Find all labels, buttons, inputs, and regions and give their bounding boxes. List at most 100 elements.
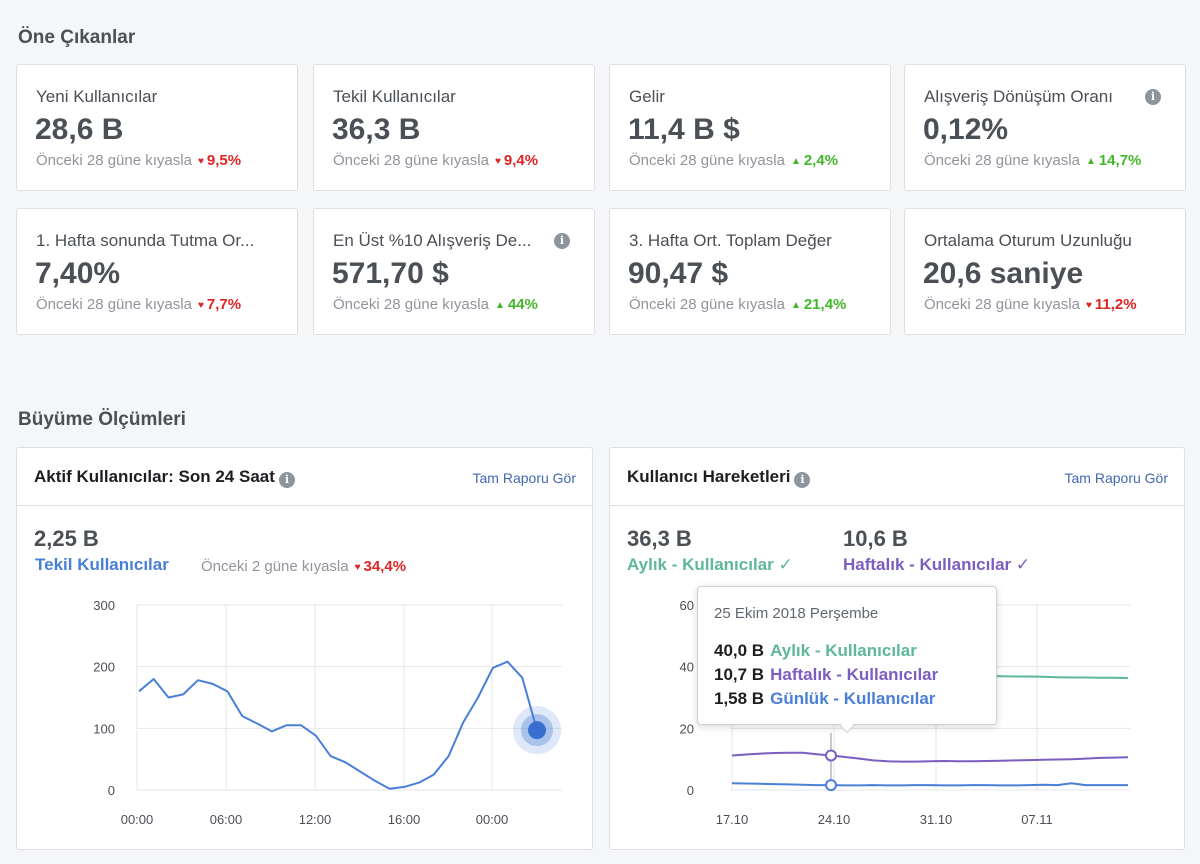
- x-tick-label: 00:00: [476, 812, 509, 827]
- metric-label: Ortalama Oturum Uzunluğu: [924, 231, 1132, 250]
- comparison-label: Önceki 28 güne kıyasla: [629, 152, 785, 169]
- panel-title-text: Aktif Kullanıcılar: Son 24 Saat: [34, 467, 275, 486]
- delta-text: 14,7%: [1098, 152, 1142, 169]
- y-tick-label: 20: [680, 721, 694, 736]
- full-report-link[interactable]: Tam Raporu Gör: [1064, 470, 1168, 486]
- delta-text: 9,5%: [206, 152, 242, 169]
- tooltip-label: Aylık - Kullanıcılar: [770, 641, 917, 660]
- comparison-label: Önceki 28 güne kıyasla: [333, 152, 489, 169]
- y-tick-label: 0: [108, 783, 115, 798]
- highlights-title: Öne Çıkanlar: [18, 27, 136, 48]
- weekly-users-toggle[interactable]: Haftalık - Kullanıcılar ✓: [843, 555, 1030, 575]
- monthly-users-toggle[interactable]: Aylık - Kullanıcılar ✓: [627, 555, 793, 575]
- x-tick-label: 31.10: [920, 812, 953, 827]
- delta-value: ♥ 9,5%: [198, 152, 241, 169]
- active-users-value: 2,25 B: [34, 526, 99, 551]
- heart-down-icon: ♥: [354, 562, 361, 573]
- metric-comparison: Önceki 28 güne kıyasla ▲ 44%: [333, 296, 538, 313]
- chart-tooltip: 25 Ekim 2018 Perşembe 40,0 B Aylık - Kull…: [697, 586, 997, 734]
- info-icon[interactable]: i: [794, 472, 811, 488]
- panel-header: Kullanıcı Hareketleri i Tam Raporu Gör: [610, 448, 1184, 506]
- delta-text: 7,7%: [206, 296, 242, 313]
- delta-value: ▲ 14,7%: [1086, 152, 1141, 169]
- metric-card[interactable]: Yeni Kullanıcılar 28,6 B Önceki 28 güne kı…: [16, 64, 298, 191]
- delta-value: ▲ 2,4%: [791, 152, 838, 169]
- metric-comparison: Önceki 28 güne kıyasla ♥ 7,7%: [36, 296, 241, 313]
- series-label-unique-users: Tekil Kullanıcılar: [35, 555, 169, 574]
- comparison-label: Önceki 28 güne kıyasla: [629, 296, 785, 313]
- hover-point-marker: [825, 779, 837, 792]
- delta-text: 44%: [507, 296, 538, 313]
- active-users-panel: Aktif Kullanıcılar: Son 24 Saat i Tam Rap…: [16, 447, 593, 850]
- metric-label: Gelir: [629, 87, 665, 106]
- metric-label: 1. Hafta sonunda Tutma Or...: [36, 231, 255, 250]
- monthly-users-label: Aylık - Kullanıcılar: [627, 555, 774, 574]
- weekly-users-value: 10,6 B: [843, 526, 908, 551]
- checkmark-icon: ✓: [1015, 555, 1031, 574]
- tooltip-row-weekly: 10,7 B Haftalık - Kullanıcılar: [714, 665, 938, 685]
- metric-value: 0,12%: [923, 113, 1009, 146]
- comparison-text: Önceki 2 güne kıyasla ♥ 34,4%: [201, 558, 406, 575]
- comparison-label: Önceki 2 güne kıyasla: [201, 558, 349, 575]
- metric-value: 7,40%: [35, 257, 121, 290]
- tooltip-row-daily: 1,58 B Günlük - Kullanıcılar: [714, 689, 935, 709]
- triangle-up-icon: ▲: [790, 156, 801, 167]
- y-tick-label: 0: [687, 783, 694, 798]
- metric-card[interactable]: Tekil Kullanıcılar 36,3 B Önceki 28 güne k…: [313, 64, 595, 191]
- panel-header: Aktif Kullanıcılar: Son 24 Saat i Tam Rap…: [17, 448, 592, 506]
- metric-comparison: Önceki 28 güne kıyasla ▲ 21,4%: [629, 296, 846, 313]
- x-tick-label: 16:00: [388, 812, 421, 827]
- metric-card[interactable]: Ortalama Oturum Uzunluğu 20,6 saniye Öncek…: [904, 208, 1186, 335]
- tooltip-value: 1,58 B: [714, 689, 765, 708]
- triangle-up-icon: ▲: [790, 300, 801, 311]
- metric-card[interactable]: En Üst %10 Alışveriş De... i 571,70 $ Öncek…: [313, 208, 595, 335]
- full-report-link[interactable]: Tam Raporu Gör: [472, 470, 576, 486]
- y-tick-label: 100: [93, 721, 115, 736]
- delta-text: 21,4%: [803, 296, 847, 313]
- panel-title: Aktif Kullanıcılar: Son 24 Saat i: [34, 467, 295, 488]
- metric-value: 20,6 saniye: [923, 257, 1084, 290]
- series-line: [731, 751, 1129, 763]
- x-tick-label: 06:00: [210, 812, 243, 827]
- metric-label: 3. Hafta Ort. Toplam Değer: [629, 231, 832, 250]
- delta-value: ♥ 11,2%: [1086, 296, 1137, 313]
- metric-value: 11,4 B $: [628, 113, 740, 146]
- y-tick-label: 200: [93, 660, 115, 675]
- checkmark-icon: ✓: [778, 555, 793, 574]
- metric-card[interactable]: 3. Hafta Ort. Toplam Değer 90,47 $ Önceki …: [609, 208, 891, 335]
- info-icon[interactable]: i: [278, 472, 295, 488]
- triangle-up-icon: ▲: [1085, 156, 1096, 167]
- metric-label: Yeni Kullanıcılar: [36, 87, 158, 106]
- delta-value: ▲ 44%: [495, 296, 538, 313]
- metric-comparison: Önceki 28 güne kıyasla ♥ 9,5%: [36, 152, 241, 169]
- tooltip-label: Haftalık - Kullanıcılar: [770, 665, 939, 684]
- delta-value: ♥ 9,4%: [495, 152, 538, 169]
- info-icon[interactable]: i: [554, 233, 570, 249]
- active-users-chart[interactable]: 0 100 200 300 00:00 06:00 12:00 16:00 00:00: [17, 588, 592, 838]
- tooltip-row-monthly: 40,0 B Aylık - Kullanıcılar: [714, 641, 917, 661]
- growth-title: Büyüme Ölçümleri: [18, 409, 186, 430]
- delta-text: 2,4%: [803, 152, 839, 169]
- metric-comparison: Önceki 28 güne kıyasla ▲ 2,4%: [629, 152, 838, 169]
- metric-label: En Üst %10 Alışveriş De...: [333, 231, 532, 250]
- delta-text: 34,4%: [363, 558, 407, 575]
- monthly-users-value: 36,3 B: [627, 526, 692, 551]
- heart-down-icon: ♥: [1085, 300, 1092, 311]
- metric-card[interactable]: Gelir 11,4 B $ Önceki 28 güne kıyasla ▲ 2,4%: [609, 64, 891, 191]
- x-tick-label: 12:00: [299, 812, 332, 827]
- metric-card[interactable]: 1. Hafta sonunda Tutma Or... 7,40% Önceki …: [16, 208, 298, 335]
- x-tick-label: 07.11: [1021, 812, 1053, 827]
- metric-value: 28,6 B: [35, 113, 124, 146]
- tooltip-value: 10,7 B: [714, 665, 765, 684]
- delta-text: 9,4%: [503, 152, 539, 169]
- y-tick-label: 300: [93, 598, 115, 613]
- comparison-label: Önceki 28 güne kıyasla: [36, 296, 192, 313]
- heart-down-icon: ♥: [494, 156, 501, 167]
- heart-down-icon: ♥: [197, 156, 204, 167]
- metric-value: 90,47 $: [628, 257, 729, 290]
- info-icon[interactable]: i: [1145, 89, 1161, 105]
- panel-title: Kullanıcı Hareketleri i: [627, 467, 811, 488]
- metric-value: 571,70 $: [332, 257, 449, 290]
- metric-card[interactable]: Alışveriş Dönüşüm Oranı i 0,12% Önceki 28 g…: [904, 64, 1186, 191]
- delta-value: ▲ 21,4%: [791, 296, 846, 313]
